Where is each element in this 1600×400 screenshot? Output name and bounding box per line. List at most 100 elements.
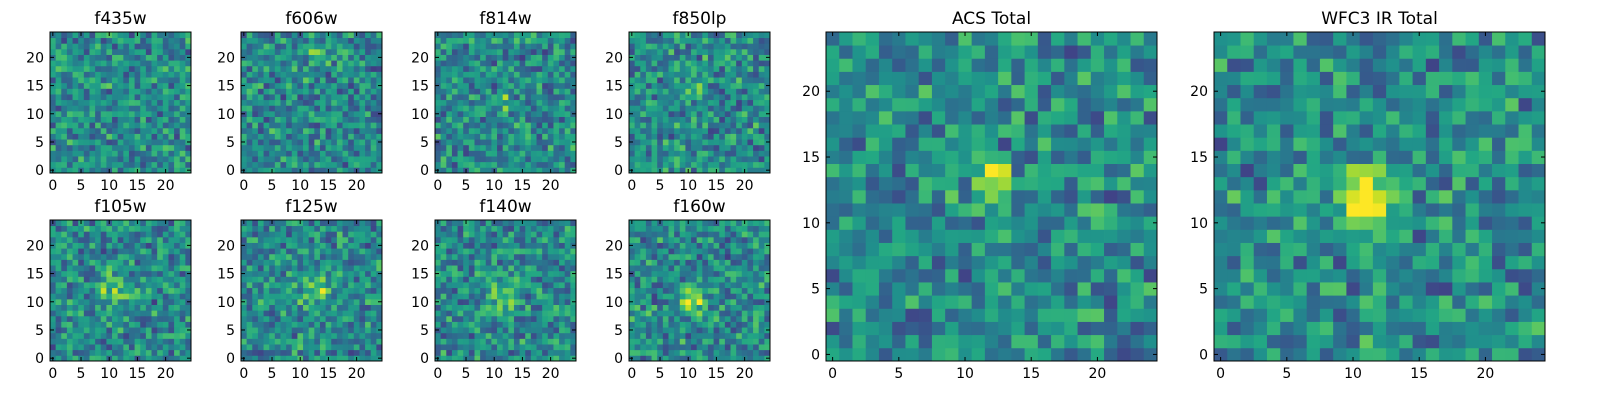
heatmap-cell	[359, 116, 366, 123]
heatmap-cell	[679, 32, 686, 39]
heatmap-cell	[446, 110, 453, 117]
heatmap-cell	[736, 282, 743, 289]
heatmap-cell	[645, 282, 652, 289]
heatmap-cell	[286, 287, 293, 294]
heatmap-cell	[702, 71, 709, 78]
heatmap-cell	[61, 150, 68, 157]
heatmap-cell	[463, 150, 470, 157]
heatmap-cell	[764, 304, 771, 311]
heatmap-cell	[308, 293, 315, 300]
heatmap-cell	[758, 298, 765, 305]
heatmap-cell	[497, 242, 504, 249]
heatmap-cell	[370, 144, 377, 151]
heatmap-cell	[719, 327, 726, 334]
heatmap-cell	[348, 253, 355, 260]
heatmap-cell	[674, 144, 681, 151]
heatmap-cell	[157, 231, 164, 238]
heatmap-cell	[530, 94, 537, 101]
heatmap-cell	[269, 88, 276, 95]
heatmap-cell	[519, 122, 526, 129]
heatmap-cell	[480, 144, 487, 151]
heatmap-cell	[451, 127, 458, 134]
heatmap-cell	[72, 94, 79, 101]
heatmap-cell	[140, 276, 147, 283]
heatmap-cell	[246, 150, 253, 157]
heatmap-cell	[570, 253, 577, 260]
heatmap-cell	[713, 327, 720, 334]
heatmap-cell	[128, 304, 135, 311]
heatmap-cell	[72, 127, 79, 134]
heatmap-cell	[314, 253, 321, 260]
heatmap-cell	[485, 105, 492, 112]
x-tick-label: 5	[656, 178, 665, 194]
heatmap-cell	[502, 338, 509, 345]
heatmap-cell	[112, 327, 119, 334]
heatmap-cell	[353, 327, 360, 334]
heatmap-cell	[764, 65, 771, 72]
heatmap-cell	[730, 110, 737, 117]
heatmap-cell	[263, 225, 270, 232]
heatmap-cell	[185, 116, 192, 123]
heatmap-cell	[128, 65, 135, 72]
heatmap-cell	[286, 71, 293, 78]
heatmap-cell	[570, 276, 577, 283]
heatmap-cell	[342, 54, 349, 61]
heatmap-cell	[365, 37, 372, 44]
heatmap-cell	[707, 133, 714, 140]
heatmap-cell	[370, 156, 377, 163]
heatmap-cell	[747, 156, 754, 163]
heatmap-cell	[702, 32, 709, 39]
heatmap-cell	[530, 225, 537, 232]
heatmap-cell	[474, 122, 481, 129]
heatmap-cell	[269, 265, 276, 272]
heatmap-cell	[497, 150, 504, 157]
heatmap-cell	[491, 139, 498, 146]
heatmap-cell	[336, 150, 343, 157]
heatmap-cell	[662, 116, 669, 123]
heatmap-cell	[474, 344, 481, 351]
heatmap-cell	[319, 276, 326, 283]
heatmap-cell	[365, 99, 372, 106]
heatmap-cell	[645, 32, 652, 39]
heatmap-cell	[55, 321, 62, 328]
heatmap-cell	[145, 298, 152, 305]
heatmap-cell	[634, 65, 641, 72]
heatmap-cell	[536, 327, 543, 334]
heatmap-cell	[297, 144, 304, 151]
heatmap-cell	[319, 144, 326, 151]
heatmap-cell	[707, 321, 714, 328]
heatmap-cell	[336, 32, 343, 39]
heatmap-cell	[736, 338, 743, 345]
heatmap-cell	[668, 110, 675, 117]
heatmap-cell	[547, 276, 554, 283]
heatmap-cell	[651, 144, 658, 151]
heatmap-cell	[702, 37, 709, 44]
heatmap-cell	[269, 225, 276, 232]
heatmap-cell	[736, 293, 743, 300]
heatmap-cell	[348, 105, 355, 112]
heatmap-cell	[55, 133, 62, 140]
heatmap-cell	[314, 315, 321, 322]
heatmap-cell	[280, 236, 287, 243]
heatmap-cell	[174, 236, 181, 243]
heatmap-cell	[72, 60, 79, 67]
heatmap-cell	[457, 276, 464, 283]
panel-title: f125w	[285, 197, 337, 217]
heatmap-cell	[564, 82, 571, 89]
x-tick-label: 0	[48, 366, 57, 382]
heatmap-cell	[679, 167, 686, 174]
heatmap-cell	[286, 315, 293, 322]
heatmap-cell	[502, 282, 509, 289]
heatmap-cell	[679, 82, 686, 89]
heatmap-cell	[764, 71, 771, 78]
x-tick-label: 5	[462, 366, 471, 382]
heatmap-cell	[342, 282, 349, 289]
heatmap-cell	[314, 276, 321, 283]
y-tick-label: 15	[26, 267, 44, 283]
heatmap-cell	[519, 54, 526, 61]
heatmap-cell	[140, 332, 147, 339]
heatmap-cell	[451, 225, 458, 232]
heatmap-cell	[730, 43, 737, 50]
heatmap-cell	[50, 37, 57, 44]
heatmap-cell	[286, 242, 293, 249]
